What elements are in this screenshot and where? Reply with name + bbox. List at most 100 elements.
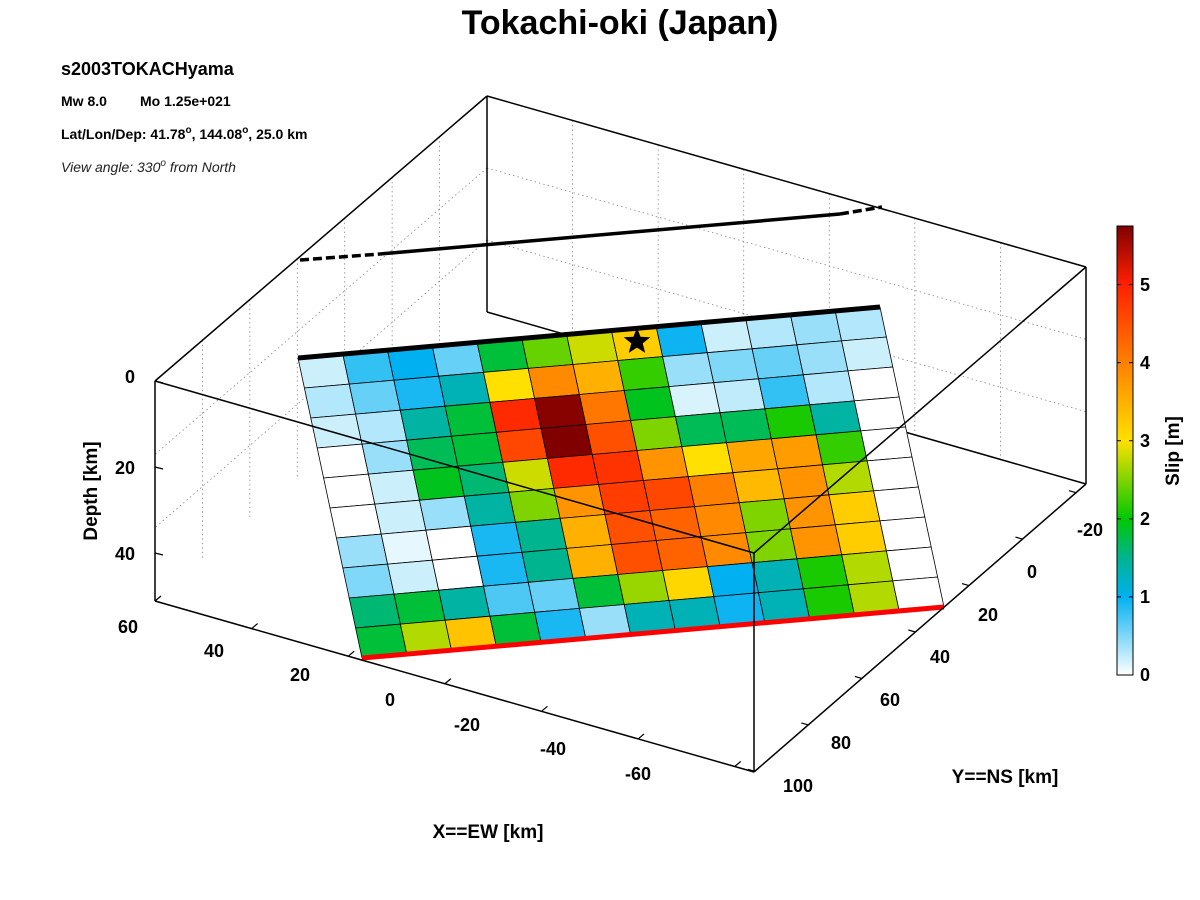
surface-trace-line [299, 205, 883, 262]
y-tick-label: -20 [1077, 520, 1103, 540]
tick-mark [961, 582, 970, 587]
slip-cell [527, 364, 580, 399]
slip-cell [726, 438, 779, 474]
slip-cell [860, 426, 913, 462]
moment-label: Mo 1.25e+021 [140, 93, 231, 109]
x-tick-labels: 60 40 20 0 -20 -40 -60 [118, 617, 651, 784]
slip-cell [764, 404, 817, 440]
slip-cells [297, 306, 945, 659]
y-tick-label: 100 [783, 776, 813, 796]
slip-cell [483, 367, 536, 403]
slip-cell [527, 577, 580, 613]
y-tick-labels: -20 0 20 40 60 80 100 [783, 520, 1103, 796]
z-tick-label: 0 [125, 367, 135, 387]
slip-cell [361, 439, 414, 475]
colorbar-tick-label: 1 [1140, 587, 1150, 607]
slip-cell [393, 375, 446, 411]
slip-cell [457, 461, 510, 497]
slip-cell [630, 416, 683, 451]
slip-cell [783, 494, 836, 530]
slip-cell [495, 427, 548, 463]
tick-mark [854, 675, 863, 680]
view-angle-label: View angle: 330o from North [61, 158, 236, 175]
slip-cell [348, 379, 401, 415]
slip-cell [828, 490, 881, 526]
slip-cell [706, 562, 759, 598]
slip-cell [598, 480, 651, 515]
slip-cell [809, 400, 862, 436]
slip-cell [374, 499, 427, 535]
slip-cell [623, 386, 676, 421]
slip-cell [399, 405, 452, 441]
slip-cell [489, 397, 542, 433]
tick-mark [1015, 536, 1023, 540]
slip-cell [841, 336, 894, 372]
slip-cell [758, 374, 811, 410]
slip-cell [822, 460, 875, 496]
slip-cell [610, 540, 664, 575]
tick-mark [637, 733, 645, 740]
slip-cell [393, 589, 446, 625]
slip-cell [617, 570, 670, 605]
hypocenter-star-icon [623, 327, 651, 353]
tick-mark [908, 629, 916, 633]
slip-cell [534, 394, 587, 429]
tick-mark [251, 623, 258, 630]
slip-cell [303, 383, 357, 419]
slip-cell [591, 450, 644, 485]
slip-cell [668, 382, 721, 418]
event-id: s2003TOKACHyama [61, 59, 235, 79]
slip-cell [348, 593, 401, 629]
fault-bottom-edge [361, 604, 945, 661]
x-tick-label: 20 [290, 665, 310, 685]
slip-cell [770, 434, 823, 470]
x-tick-label: -60 [625, 764, 651, 784]
tick-marks [154, 380, 1077, 772]
axis-box-front-edges [154, 266, 1087, 773]
slip-cell [841, 550, 894, 586]
slip-cell [662, 566, 715, 601]
slip-cell [802, 370, 855, 406]
tick-mark [154, 552, 164, 556]
colorbar-label: Slip [m] [1163, 416, 1184, 486]
slip-cell [751, 558, 804, 594]
slip-cell [604, 510, 657, 545]
slip-cell [790, 524, 843, 560]
slip-cell [777, 464, 830, 500]
slip-cell [572, 574, 625, 609]
colorbar: 0 1 2 3 4 5 Slip [m] [1116, 225, 1184, 685]
slip-cell [706, 348, 759, 384]
z-tick-label: 40 [115, 544, 135, 564]
slip-cell [470, 521, 523, 557]
y-tick-label: 20 [978, 605, 998, 625]
tick-mark [154, 380, 164, 384]
slip-cell [438, 585, 491, 621]
slip-cell [885, 546, 939, 582]
slip-cell [572, 360, 625, 395]
slip-cell [342, 563, 395, 599]
z-tick-labels: 0 20 40 [115, 367, 135, 564]
colorbar-gradient [1116, 225, 1134, 676]
slip-cell [463, 491, 516, 527]
slip-cell [515, 517, 568, 553]
slip-cell [751, 344, 804, 380]
slip-cell [310, 413, 363, 449]
slip-cell [879, 516, 932, 552]
tick-mark [541, 705, 548, 712]
slip-cell [367, 469, 420, 505]
tick-mark [347, 650, 355, 657]
x-tick-label: 0 [385, 690, 395, 710]
slip-cell [585, 420, 638, 455]
slip-cell [866, 456, 919, 492]
colorbar-tick-label: 2 [1140, 509, 1150, 529]
slip-cell [355, 409, 408, 445]
slip-cell [553, 484, 606, 519]
tick-mark [801, 722, 809, 726]
y-tick-label: 0 [1027, 562, 1037, 582]
slip-cell [335, 533, 389, 569]
slip-cell [694, 502, 747, 538]
grid-line [154, 239, 488, 528]
y-axis-label: Y==NS [km] [952, 767, 1059, 788]
slip-cell [815, 430, 868, 466]
grid-line [486, 167, 1087, 340]
